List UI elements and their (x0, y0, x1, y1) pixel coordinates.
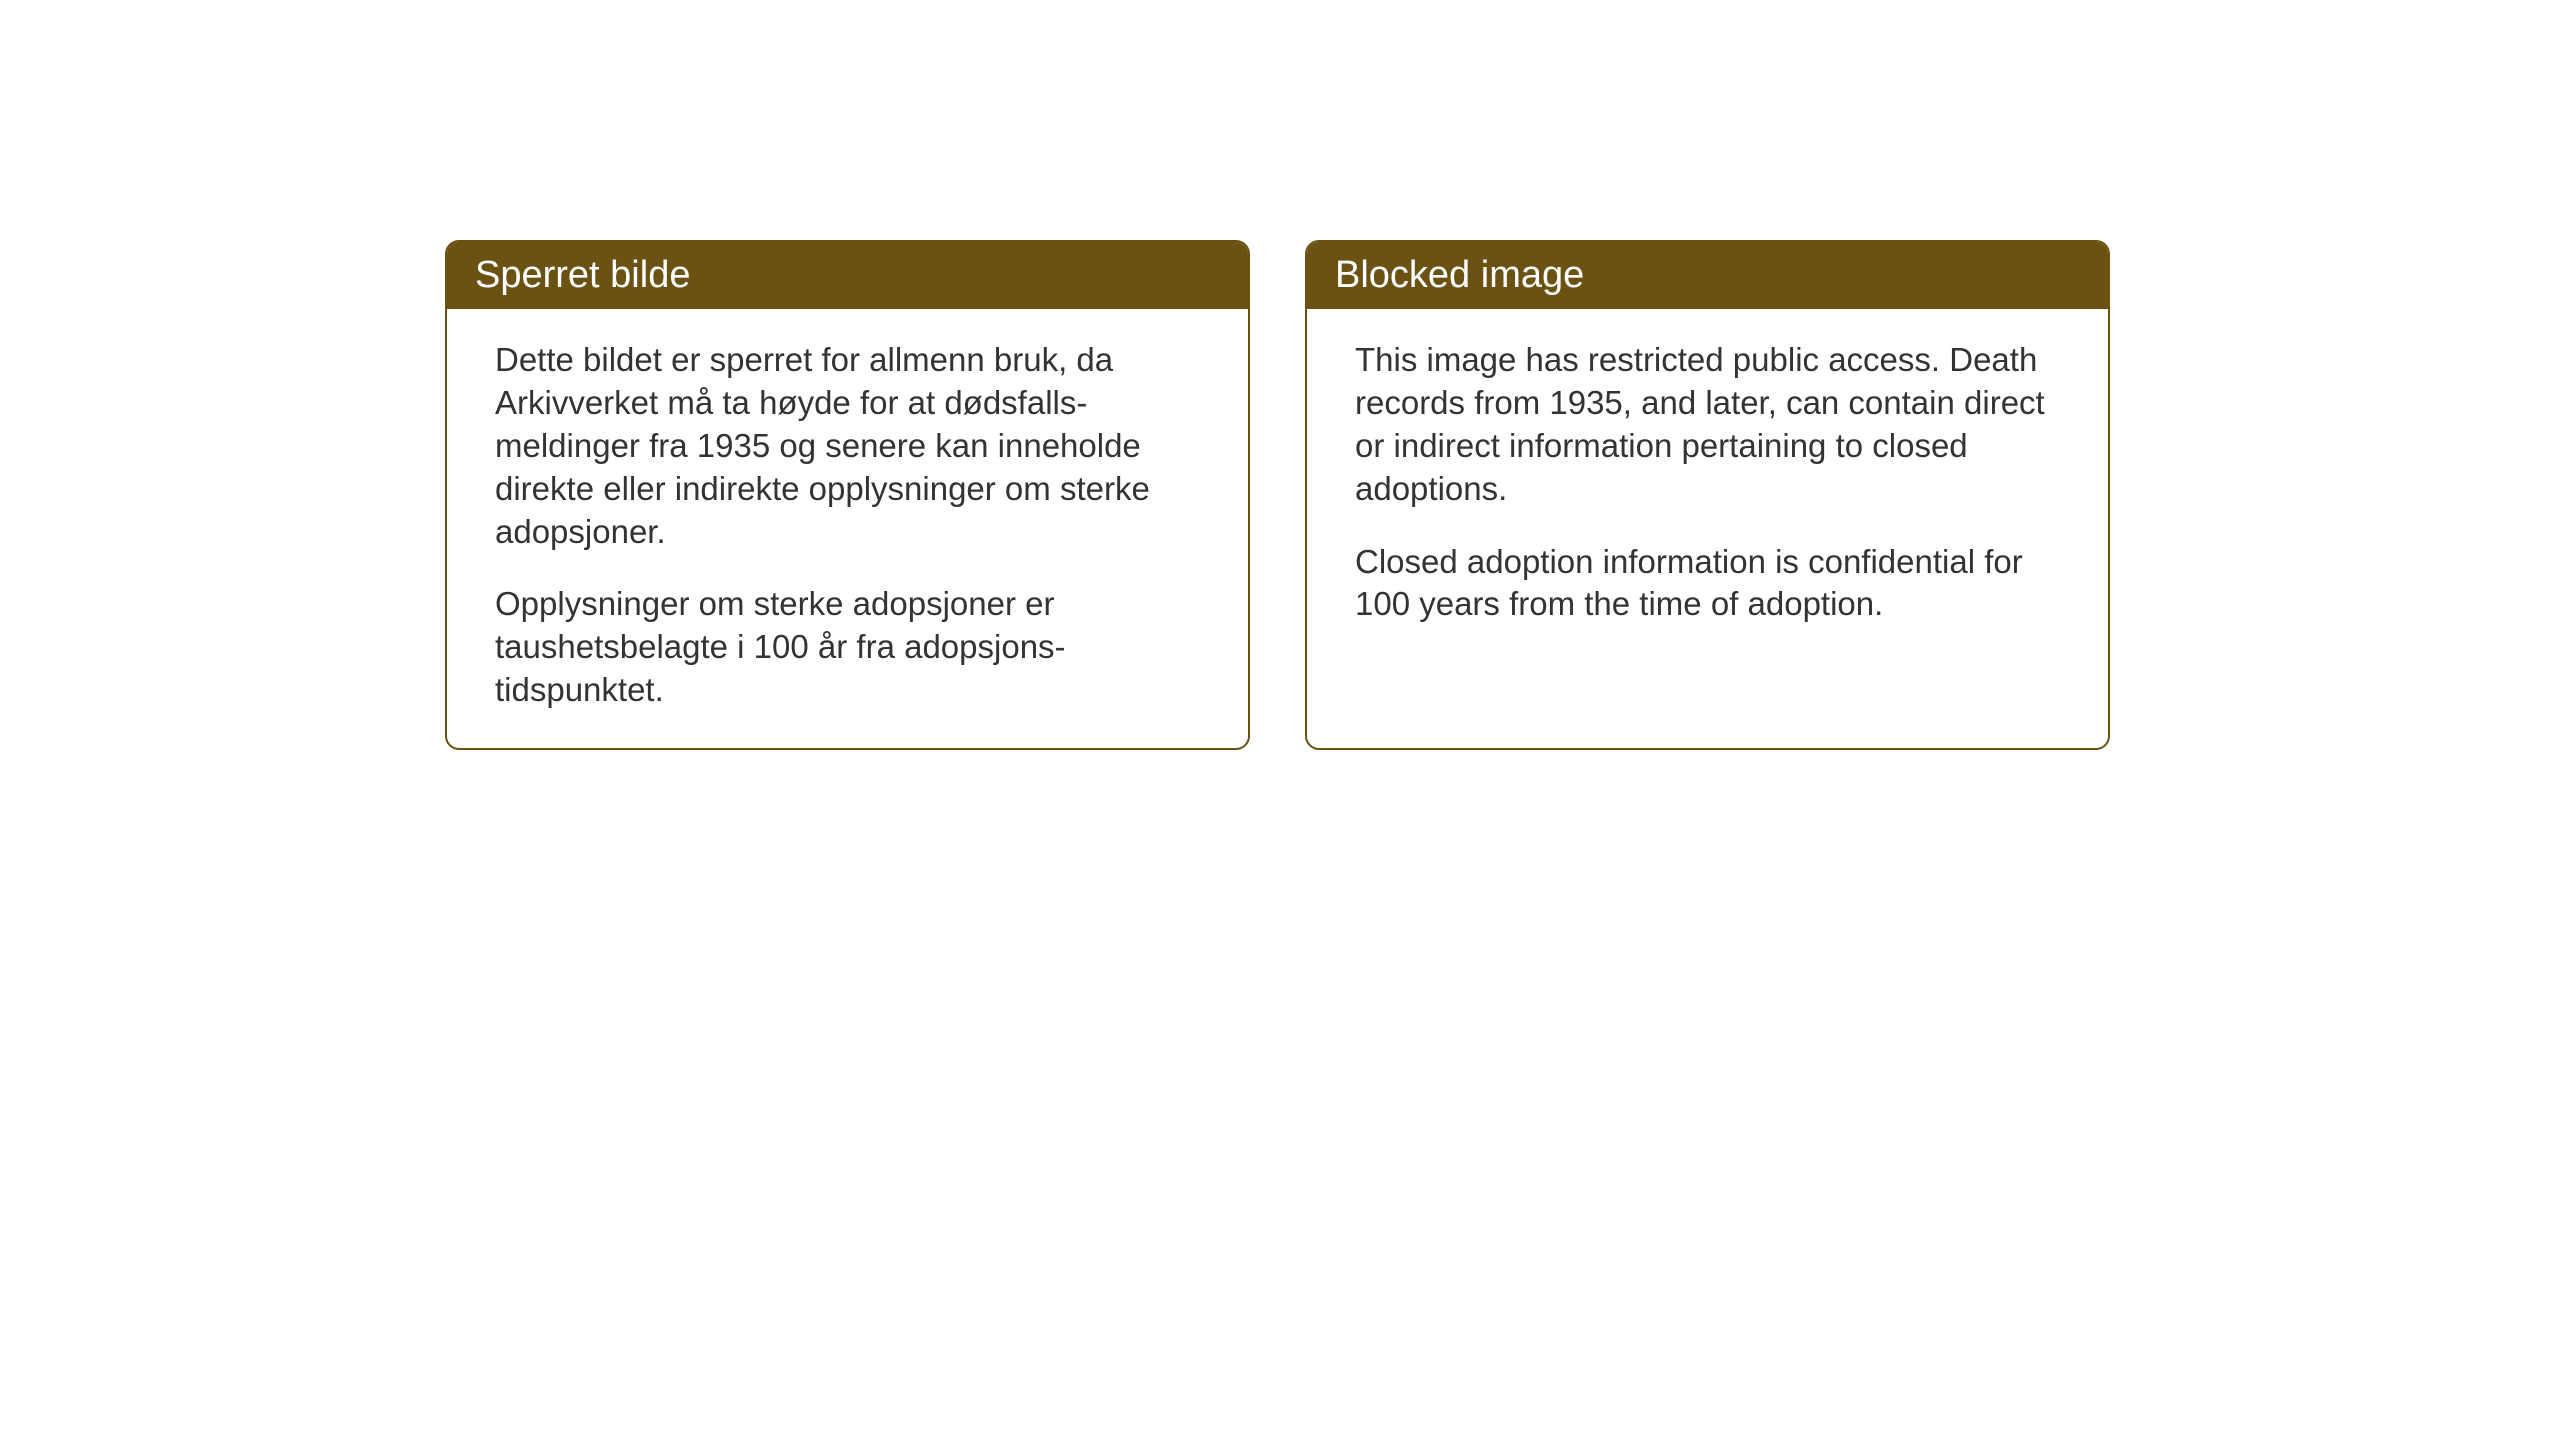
card-body-english: This image has restricted public access.… (1307, 309, 2108, 662)
card-paragraph-2-norwegian: Opplysninger om sterke adopsjoner er tau… (495, 583, 1200, 712)
card-title-english: Blocked image (1335, 254, 1584, 296)
notice-container: Sperret bilde Dette bildet er sperret fo… (445, 240, 2110, 750)
card-paragraph-1-english: This image has restricted public access.… (1355, 339, 2060, 511)
card-paragraph-1-norwegian: Dette bildet er sperret for allmenn bruk… (495, 339, 1200, 553)
notice-card-english: Blocked image This image has restricted … (1305, 240, 2110, 750)
card-title-norwegian: Sperret bilde (475, 254, 690, 296)
card-header-norwegian: Sperret bilde (447, 242, 1248, 309)
card-body-norwegian: Dette bildet er sperret for allmenn bruk… (447, 309, 1248, 748)
notice-card-norwegian: Sperret bilde Dette bildet er sperret fo… (445, 240, 1250, 750)
card-paragraph-2-english: Closed adoption information is confident… (1355, 541, 2060, 627)
card-header-english: Blocked image (1307, 242, 2108, 309)
